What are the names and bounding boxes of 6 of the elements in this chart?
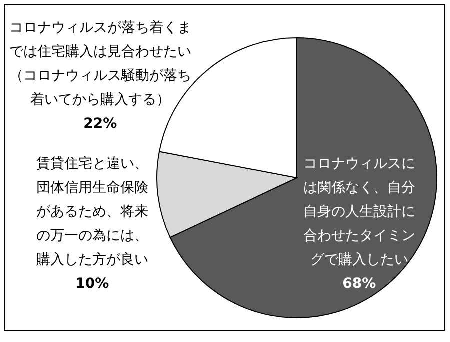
data-label: 10% bbox=[74, 275, 110, 294]
data-label: 22% bbox=[82, 115, 118, 134]
slice-label: 賃貸住宅と違い、団体信用生命保険があるため、将来の万一の為には、購入した方が良い bbox=[35, 155, 150, 270]
slice-label: コロナウィルスには関係なく、自分自身の人生設計に合わせたタイミングで購入したい bbox=[302, 155, 416, 270]
slice-label: コロナウィルスが落ち着くまでは住宅購入は見合わせたい（コロナウィルス騒動が落ち着いてから購入する） bbox=[8, 19, 192, 110]
data-label: 68% bbox=[342, 275, 378, 294]
